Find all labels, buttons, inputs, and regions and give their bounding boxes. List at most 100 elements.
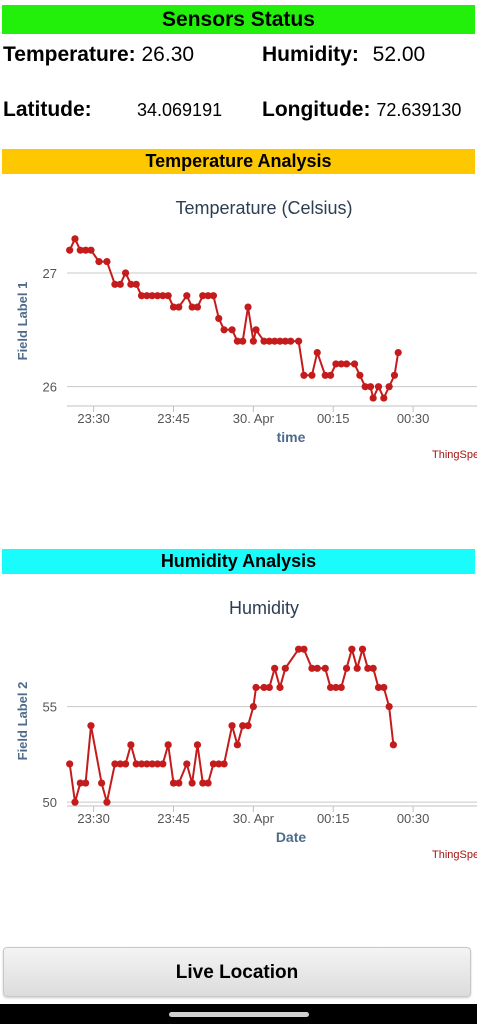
humidity-chart-data-point[interactable]	[364, 664, 372, 672]
humidity-chart-data-point[interactable]	[153, 760, 162, 768]
temperature-chart-data-point[interactable]	[361, 383, 369, 391]
humidity-chart-data-point[interactable]	[103, 798, 111, 806]
humidity-chart-data-point[interactable]	[111, 760, 119, 768]
humidity-chart-data-point[interactable]	[260, 683, 268, 692]
temperature-chart-data-point[interactable]	[87, 246, 95, 254]
humidity-chart-data-point[interactable]	[116, 760, 124, 768]
temperature-chart-data-point[interactable]	[233, 337, 241, 345]
humidity-chart-data-point[interactable]	[127, 741, 135, 749]
temperature-chart-data-point[interactable]	[366, 383, 375, 391]
temperature-chart-data-point[interactable]	[385, 383, 393, 391]
temperature-chart-data-point[interactable]	[337, 360, 345, 368]
humidity-chart-data-point[interactable]	[76, 779, 84, 787]
temperature-chart-data-point[interactable]	[169, 303, 178, 311]
humidity-chart-data-point[interactable]	[326, 683, 335, 692]
humidity-chart-data-point[interactable]	[98, 779, 106, 787]
humidity-chart-data-point[interactable]	[137, 760, 146, 768]
humidity-chart-data-point[interactable]	[252, 683, 260, 692]
humidity-chart-data-point[interactable]	[199, 779, 207, 787]
temperature-chart-data-point[interactable]	[287, 337, 295, 345]
humidity-chart-data-point[interactable]	[353, 664, 361, 672]
temperature-chart-data-point[interactable]	[164, 292, 172, 300]
temperature-chart-data-point[interactable]	[188, 303, 196, 311]
temperature-chart-data-point[interactable]	[249, 337, 257, 345]
temperature-chart-data-point[interactable]	[111, 280, 119, 288]
temperature-chart-data-point[interactable]	[95, 257, 103, 266]
humidity-chart-data-point[interactable]	[271, 664, 279, 672]
temperature-chart-data-point[interactable]	[342, 360, 351, 368]
temperature-chart-data-point[interactable]	[121, 269, 130, 277]
humidity-chart-data-point[interactable]	[169, 779, 178, 787]
temperature-chart-data-point[interactable]	[356, 371, 364, 379]
temperature-chart-data-point[interactable]	[76, 246, 84, 254]
temperature-chart-data-point[interactable]	[220, 326, 228, 334]
humidity-chart-data-point[interactable]	[300, 645, 308, 653]
humidity-chart-data-point[interactable]	[233, 741, 241, 749]
humidity-chart-data-point[interactable]	[380, 683, 388, 692]
humidity-chart-data-point[interactable]	[71, 798, 79, 806]
temperature-chart-data-point[interactable]	[326, 371, 335, 379]
temperature-chart-data-point[interactable]	[271, 337, 279, 345]
temperature-chart-data-point[interactable]	[390, 371, 399, 379]
temperature-chart-data-point[interactable]	[313, 348, 321, 357]
temperature-chart-data-point[interactable]	[332, 360, 340, 368]
temperature-chart-data-point[interactable]	[295, 337, 303, 345]
humidity-chart-data-point[interactable]	[143, 760, 151, 768]
humidity-chart-data-point[interactable]	[159, 760, 167, 768]
temperature-chart-data-point[interactable]	[132, 280, 140, 288]
humidity-chart-data-point[interactable]	[183, 760, 191, 768]
humidity-chart-data-point[interactable]	[215, 760, 223, 768]
humidity-chart-data-point[interactable]	[249, 702, 257, 711]
temperature-chart-data-point[interactable]	[193, 303, 202, 311]
temperature-chart-data-point[interactable]	[350, 360, 359, 368]
humidity-chart-data-point[interactable]	[87, 722, 95, 730]
humidity-chart-data-point[interactable]	[385, 702, 393, 711]
temperature-chart-data-point[interactable]	[199, 292, 207, 300]
humidity-chart-data-point[interactable]	[209, 760, 218, 768]
temperature-chart-data-point[interactable]	[82, 246, 90, 254]
humidity-chart-data-point[interactable]	[332, 683, 340, 692]
home-gesture-handle[interactable]	[169, 1012, 309, 1017]
temperature-chart-data-point[interactable]	[137, 292, 146, 300]
temperature-chart-data-point[interactable]	[228, 326, 236, 334]
humidity-chart-data-point[interactable]	[321, 664, 329, 672]
humidity-chart-data-point[interactable]	[276, 683, 284, 692]
temperature-chart-data-point[interactable]	[374, 383, 383, 391]
humidity-chart-data-point[interactable]	[220, 760, 228, 768]
humidity-chart-data-point[interactable]	[374, 683, 383, 692]
temperature-chart-data-point[interactable]	[239, 337, 247, 345]
temperature-chart-data-point[interactable]	[369, 394, 377, 402]
temperature-chart-data-point[interactable]	[380, 394, 388, 402]
temperature-chart-data-point[interactable]	[276, 337, 284, 345]
temperature-chart-data-point[interactable]	[143, 292, 151, 300]
temperature-chart-data-point[interactable]	[215, 314, 223, 323]
temperature-chart-data-point[interactable]	[209, 292, 218, 300]
humidity-chart-data-point[interactable]	[342, 664, 351, 672]
temperature-chart-data-point[interactable]	[300, 371, 308, 379]
temperature-chart-data-point[interactable]	[252, 326, 260, 334]
temperature-chart-data-point[interactable]	[153, 292, 162, 300]
temperature-chart-data-point[interactable]	[159, 292, 167, 300]
humidity-chart-data-point[interactable]	[193, 741, 202, 749]
humidity-chart-data-point[interactable]	[308, 664, 316, 672]
temperature-chart-data-point[interactable]	[244, 303, 252, 311]
temperature-chart-data-point[interactable]	[204, 292, 212, 300]
humidity-chart-data-point[interactable]	[188, 779, 196, 787]
humidity-chart-data-point[interactable]	[369, 664, 377, 672]
temperature-chart-data-point[interactable]	[321, 371, 329, 379]
temperature-chart-data-point[interactable]	[127, 280, 135, 288]
live-location-button[interactable]: Live Location	[3, 947, 471, 997]
humidity-chart-data-point[interactable]	[164, 741, 172, 749]
temperature-chart-data-point[interactable]	[175, 303, 183, 311]
temperature-chart-data-point[interactable]	[66, 246, 74, 254]
temperature-chart-data-point[interactable]	[308, 371, 316, 379]
temperature-chart-data-point[interactable]	[394, 348, 402, 357]
humidity-chart-data-point[interactable]	[348, 645, 356, 653]
temperature-chart-data-point[interactable]	[183, 292, 191, 300]
humidity-chart-data-point[interactable]	[313, 664, 321, 672]
humidity-chart-data-point[interactable]	[82, 779, 90, 787]
temperature-chart-data-point[interactable]	[116, 280, 124, 288]
temperature-chart-data-point[interactable]	[148, 292, 156, 300]
humidity-chart-data-point[interactable]	[389, 741, 398, 749]
humidity-chart-data-point[interactable]	[121, 760, 130, 768]
